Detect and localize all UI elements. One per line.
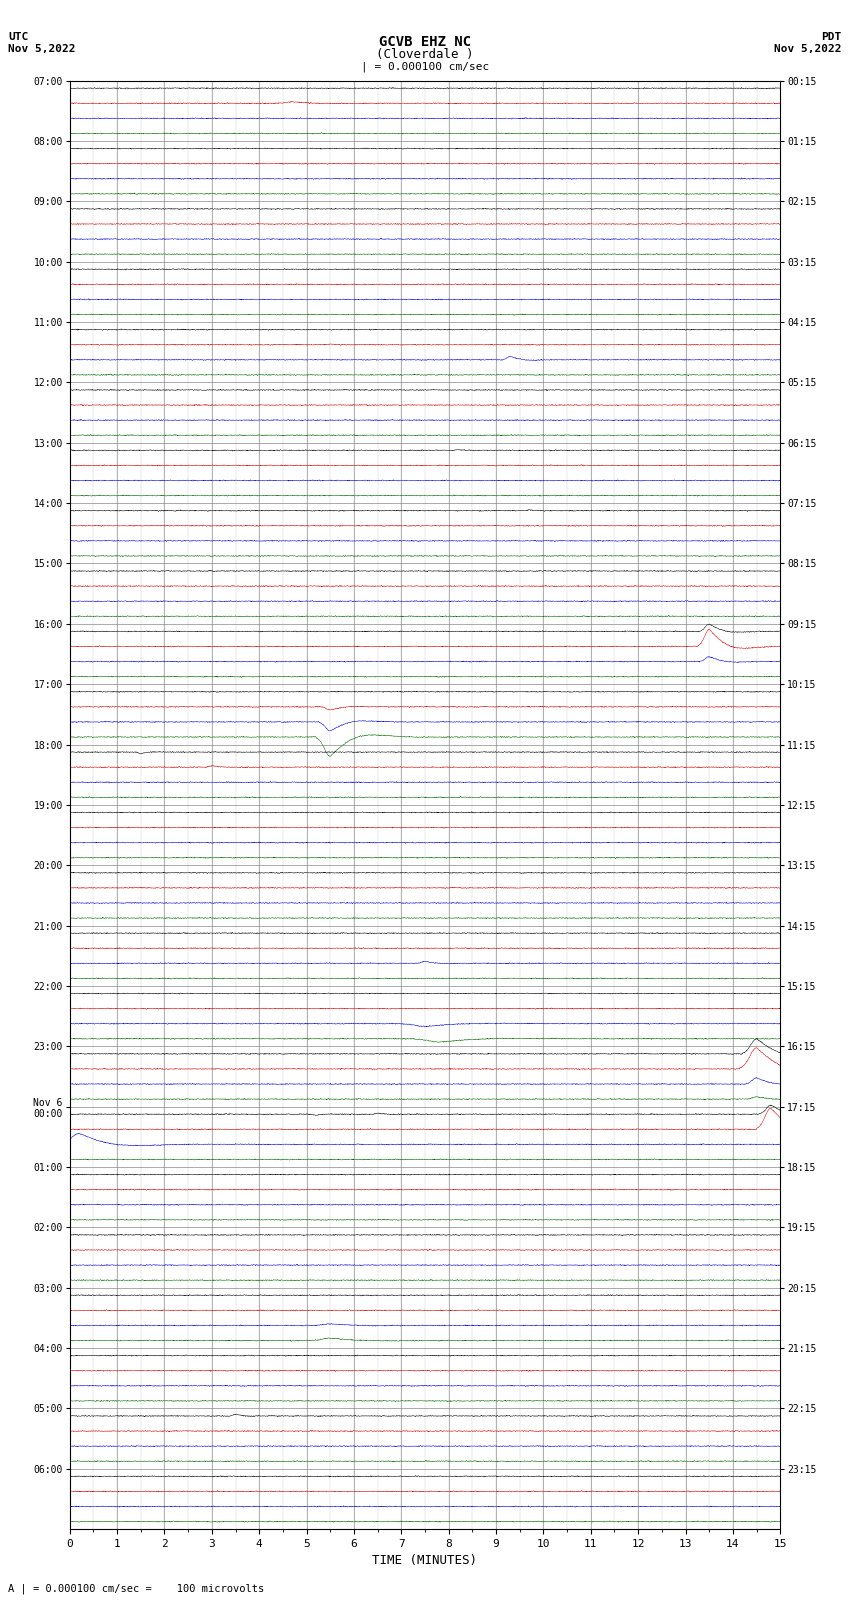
Text: GCVB EHZ NC: GCVB EHZ NC: [379, 35, 471, 50]
X-axis label: TIME (MINUTES): TIME (MINUTES): [372, 1555, 478, 1568]
Text: PDT
Nov 5,2022: PDT Nov 5,2022: [774, 32, 842, 53]
Text: | = 0.000100 cm/sec: | = 0.000100 cm/sec: [361, 61, 489, 73]
Text: UTC
Nov 5,2022: UTC Nov 5,2022: [8, 32, 76, 53]
Text: (Cloverdale ): (Cloverdale ): [377, 48, 473, 61]
Text: A | = 0.000100 cm/sec =    100 microvolts: A | = 0.000100 cm/sec = 100 microvolts: [8, 1582, 264, 1594]
